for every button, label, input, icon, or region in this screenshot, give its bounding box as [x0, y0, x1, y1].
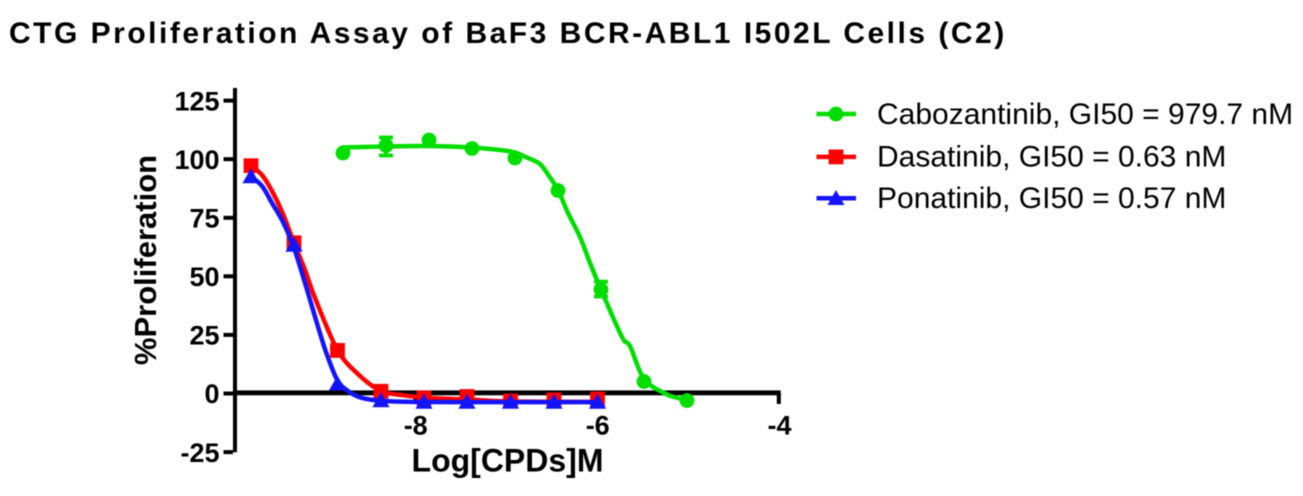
svg-text:50: 50: [189, 262, 219, 292]
svg-text:Ponatinib, GI50 = 0.57 nM: Ponatinib, GI50 = 0.57 nM: [877, 182, 1226, 215]
svg-text:Cabozantinib, GI50 = 979.7 nM: Cabozantinib, GI50 = 979.7 nM: [877, 98, 1293, 131]
svg-text:25: 25: [189, 321, 219, 351]
svg-text:125: 125: [174, 86, 219, 116]
svg-text:0: 0: [204, 379, 219, 409]
svg-text:-25: -25: [180, 438, 219, 468]
svg-text:75: 75: [189, 204, 219, 234]
svg-text:-4: -4: [767, 410, 791, 440]
svg-text:-6: -6: [586, 410, 610, 440]
svg-text:Log[CPDs]M: Log[CPDs]M: [412, 443, 604, 479]
svg-text:Dasatinib, GI50 = 0.63 nM: Dasatinib, GI50 = 0.63 nM: [877, 141, 1226, 174]
svg-text:CTG Proliferation Assay of BaF: CTG Proliferation Assay of BaF3 BCR-ABL1…: [9, 17, 1007, 50]
svg-text:-8: -8: [404, 410, 428, 440]
svg-text:%Proliferation: %Proliferation: [128, 155, 163, 365]
svg-text:100: 100: [174, 145, 219, 175]
